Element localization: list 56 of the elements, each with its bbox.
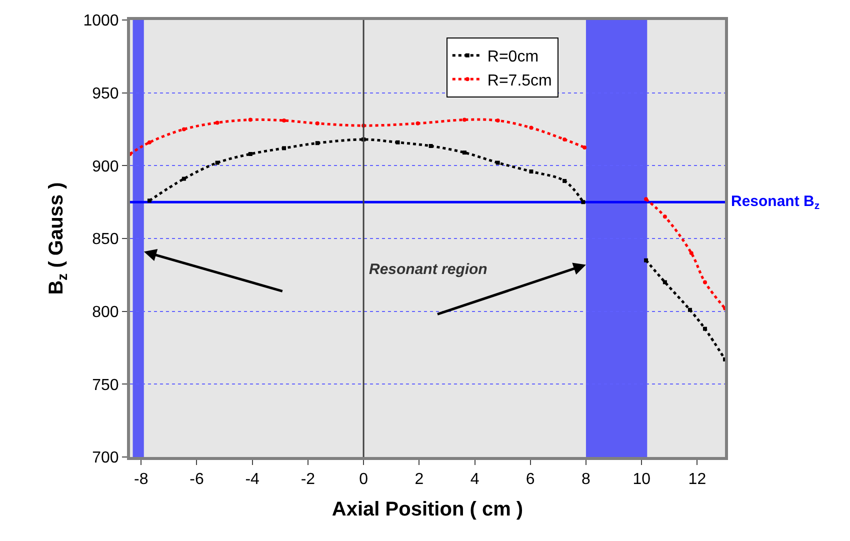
y-tick-label: 800 xyxy=(92,304,119,321)
x-tick-label: 2 xyxy=(414,471,424,488)
y-tick-label: 900 xyxy=(92,158,119,176)
point xyxy=(702,326,707,331)
point xyxy=(428,144,433,148)
annotation: Resonant region xyxy=(369,261,488,278)
x-axis-title: Axial Position ( cm ) xyxy=(332,498,524,521)
point xyxy=(582,145,587,150)
x-tick-label: -4 xyxy=(245,471,260,488)
y-tick-label: 700 xyxy=(92,450,119,467)
x-tick-label: -6 xyxy=(190,471,204,488)
point xyxy=(315,121,320,126)
point xyxy=(644,258,648,262)
point xyxy=(416,121,420,126)
point xyxy=(182,127,186,132)
x-tick-label: 4 xyxy=(470,471,480,488)
point xyxy=(562,137,567,142)
point xyxy=(689,251,694,256)
point xyxy=(702,280,707,284)
x-tick-label: -2 xyxy=(300,471,316,488)
point xyxy=(396,140,400,144)
legend-label: R=0cm xyxy=(487,48,539,66)
point xyxy=(581,200,586,204)
point xyxy=(215,120,220,125)
point xyxy=(147,198,152,203)
point xyxy=(662,214,667,219)
point xyxy=(496,118,500,123)
x-tick-label: 12 xyxy=(688,471,706,488)
point xyxy=(215,160,220,165)
point xyxy=(662,280,667,284)
point xyxy=(496,160,500,165)
ref-line-label: Resonant B$_{z}$ xyxy=(731,193,820,212)
point xyxy=(529,126,534,130)
point xyxy=(147,140,152,144)
point xyxy=(688,308,692,312)
point xyxy=(248,152,252,156)
legend-label: R=7.5cm xyxy=(487,72,552,90)
x-tick-label: 6 xyxy=(526,471,535,488)
y-tick-label: 850 xyxy=(92,231,119,248)
point xyxy=(529,169,534,174)
x-tick-label: 0 xyxy=(359,471,368,488)
point xyxy=(644,197,648,202)
y-tick-label: 950 xyxy=(92,85,119,102)
x-tick-label: 8 xyxy=(582,471,591,488)
point xyxy=(462,150,466,155)
point xyxy=(282,118,286,123)
x-tick-label: -8 xyxy=(134,471,148,488)
point xyxy=(182,176,186,181)
point xyxy=(282,146,286,150)
point xyxy=(562,178,567,183)
y-tick-label: 750 xyxy=(92,376,119,394)
x-tick-label: 10 xyxy=(632,471,651,488)
y-tick-label: 1000 xyxy=(83,12,119,30)
point xyxy=(462,118,466,122)
point xyxy=(315,141,320,146)
point xyxy=(248,118,252,122)
